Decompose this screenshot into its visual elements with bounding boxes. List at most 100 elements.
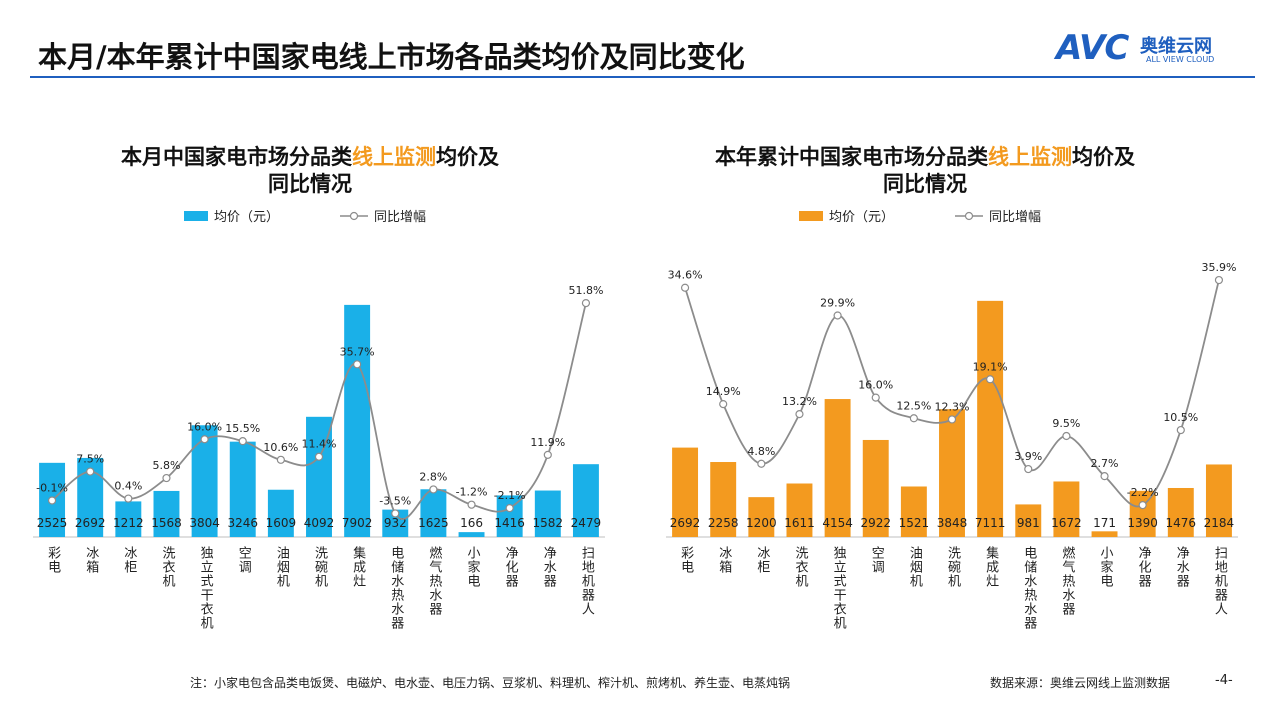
yoy-marker (871, 393, 880, 402)
yoy-label: 7.5% (76, 453, 104, 466)
bar (672, 447, 699, 537)
yoy-label: 12.3% (935, 400, 970, 413)
bar-label: 1582 (533, 516, 564, 530)
bar-label: 1521 (899, 516, 930, 530)
yoy-marker (757, 459, 766, 468)
x-tick-label: 扫地机器人 (578, 546, 594, 616)
bar (534, 490, 561, 537)
source: 数据来源：奥维云网线上监测数据 (990, 676, 1171, 690)
bar (344, 304, 371, 537)
bar (191, 425, 218, 537)
yoy-marker (947, 415, 957, 424)
bar (786, 483, 813, 537)
bar (458, 532, 485, 537)
logo-mark: AVC (1056, 28, 1129, 68)
bar-label: 981 (1017, 516, 1040, 530)
yoy-marker (1024, 464, 1033, 474)
bar-label: 1476 (1166, 516, 1197, 530)
x-tick-label: 集成灶 (983, 546, 999, 588)
yoy-marker (162, 473, 171, 483)
yoy-label: -1.2% (456, 486, 488, 499)
yoy-label: 3.9% (1014, 450, 1042, 463)
slide-title: 本月/本年累计中国家电线上市场各品类均价及同比变化 (38, 40, 745, 74)
yoy-label: 11.9% (530, 436, 565, 449)
bar-label: 2184 (1204, 516, 1235, 530)
yoy-label: 35.9% (1201, 261, 1236, 274)
chart-title: 本月中国家电市场分品类线上监测均价及 同比情况 (30, 144, 590, 198)
bar-label: 932 (384, 516, 407, 530)
x-tick-label: 冰箱 (716, 546, 732, 574)
yoy-marker (429, 485, 438, 494)
yoy-label: -2.1% (494, 489, 526, 502)
yoy-marker (314, 452, 324, 461)
x-tick-label: 扫地机器人 (1211, 546, 1227, 616)
yoy-marker (1176, 425, 1185, 435)
yoy-label: -2.2% (1127, 486, 1159, 499)
bar-label: 171 (1093, 516, 1116, 530)
yoy-label: 14.9% (706, 385, 741, 398)
yoy-label: 5.8% (152, 459, 180, 472)
yoy-marker (1214, 275, 1224, 285)
logo-name: 奥维云网 (1140, 36, 1212, 57)
bar-label: 1625 (418, 516, 449, 530)
yoy-marker (467, 500, 476, 509)
bar-label: 1611 (784, 516, 815, 530)
x-tick-label: 空调 (868, 546, 884, 574)
x-tick-label: 净水器 (1173, 546, 1189, 588)
yoy-marker (353, 360, 362, 369)
bar (824, 399, 851, 537)
legend-label: 同比增幅 (989, 210, 1041, 225)
x-tick-label: 电储水热水器 (1021, 546, 1037, 630)
yoy-label: 12.5% (896, 399, 931, 412)
bar-label: 2525 (37, 516, 68, 530)
title-segment: 同比情况 (268, 172, 352, 196)
bar-label: 3804 (189, 516, 220, 530)
x-tick-label: 净化器 (502, 546, 518, 588)
yoy-label: 11.4% (302, 438, 337, 451)
bar-label: 2692 (75, 516, 106, 530)
bar-label: 4154 (822, 516, 853, 530)
x-tick-label: 电储水热水器 (388, 546, 404, 630)
yoy-marker (909, 414, 918, 423)
x-tick-label: 空调 (235, 546, 251, 574)
bar-label: 2922 (860, 516, 891, 530)
bar (710, 462, 737, 537)
yoy-marker (719, 399, 728, 409)
bar-label: 166 (460, 516, 483, 530)
bar-label: 3848 (937, 516, 968, 530)
x-tick-label: 油烟机 (273, 546, 289, 588)
x-tick-label: 燃气热水器 (1059, 546, 1075, 616)
x-tick-label: 洗衣机 (792, 546, 808, 588)
yoy-marker (47, 496, 57, 505)
bar-label: 1416 (494, 516, 525, 530)
title-segment: 本月中国家电市场分品类 (121, 145, 352, 169)
x-tick-label: 洗碗机 (312, 546, 327, 588)
x-tick-label: 彩电 (678, 546, 694, 574)
yoy-label: 16.0% (187, 420, 222, 433)
bar (115, 501, 142, 537)
yoy-marker (391, 509, 400, 518)
yoy-marker (276, 455, 285, 464)
x-tick-label: 小家电 (1097, 546, 1113, 588)
yoy-marker (543, 450, 552, 459)
x-tick-label: 净水器 (540, 546, 556, 588)
yoy-marker (581, 298, 591, 308)
yoy-marker (86, 467, 95, 476)
page-number: -4- (1215, 673, 1233, 688)
yoy-label: 2.7% (1091, 457, 1119, 470)
yoy-marker (986, 375, 995, 384)
title-segment: 同比情况 (883, 172, 967, 196)
bar-label: 7902 (342, 516, 373, 530)
bar-label: 2479 (571, 516, 602, 530)
bar-label: 2692 (670, 516, 701, 530)
bar-label: 1609 (266, 516, 297, 530)
yoy-marker (833, 311, 842, 320)
yoy-marker (124, 494, 133, 503)
bar (1129, 490, 1156, 537)
yoy-label: 19.1% (973, 360, 1008, 373)
x-tick-label: 洗衣机 (159, 546, 175, 588)
title-segment: 线上监测 (988, 145, 1072, 169)
bar (748, 497, 775, 537)
